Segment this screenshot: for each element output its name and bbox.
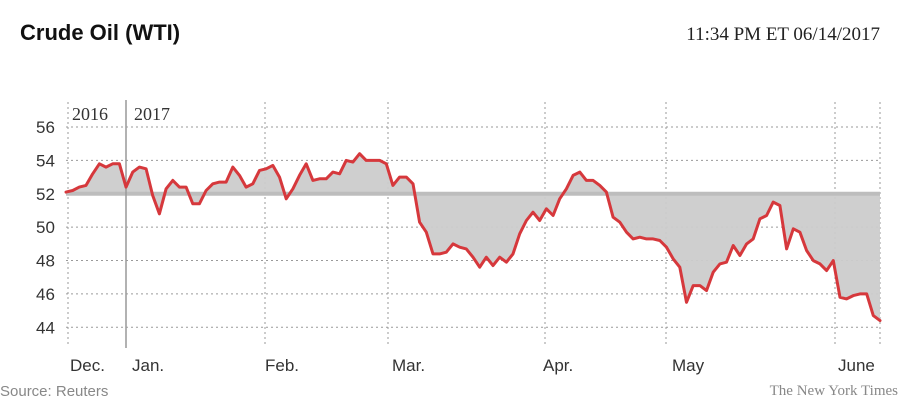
x-tick-label: May [672,356,705,375]
year-label: 2017 [134,104,170,124]
x-tick-label: Jan. [132,356,164,375]
timestamp: 11:34 PM ET 06/14/2017 [686,24,880,45]
x-tick-label: Mar. [392,356,425,375]
y-tick-label: 50 [36,218,55,237]
y-tick-label: 54 [36,151,55,170]
y-tick-label: 46 [36,285,55,304]
year-label: 2016 [72,104,108,124]
y-tick-label: 56 [36,118,55,137]
y-tick-label: 44 [36,318,55,337]
x-tick-label: Apr. [543,356,573,375]
price-line [64,152,882,323]
baseline-deviation-area [66,153,880,321]
x-tick-label: Feb. [265,356,299,375]
x-tick-label: June [838,356,875,375]
y-tick-label: 48 [36,252,55,271]
y-tick-label: 52 [36,185,55,204]
x-tick-label: Dec. [70,356,105,375]
x-tick-labels: Dec. Jan. Feb. Mar. Apr. May June [70,356,875,375]
credit-note: The New York Times [769,383,898,399]
chart-title: Crude Oil (WTI) [20,20,181,45]
source-note: Source: Reuters [0,383,109,400]
year-labels: 2016 2017 [72,104,170,124]
y-tick-labels: 44 46 48 50 52 54 56 [36,118,55,337]
